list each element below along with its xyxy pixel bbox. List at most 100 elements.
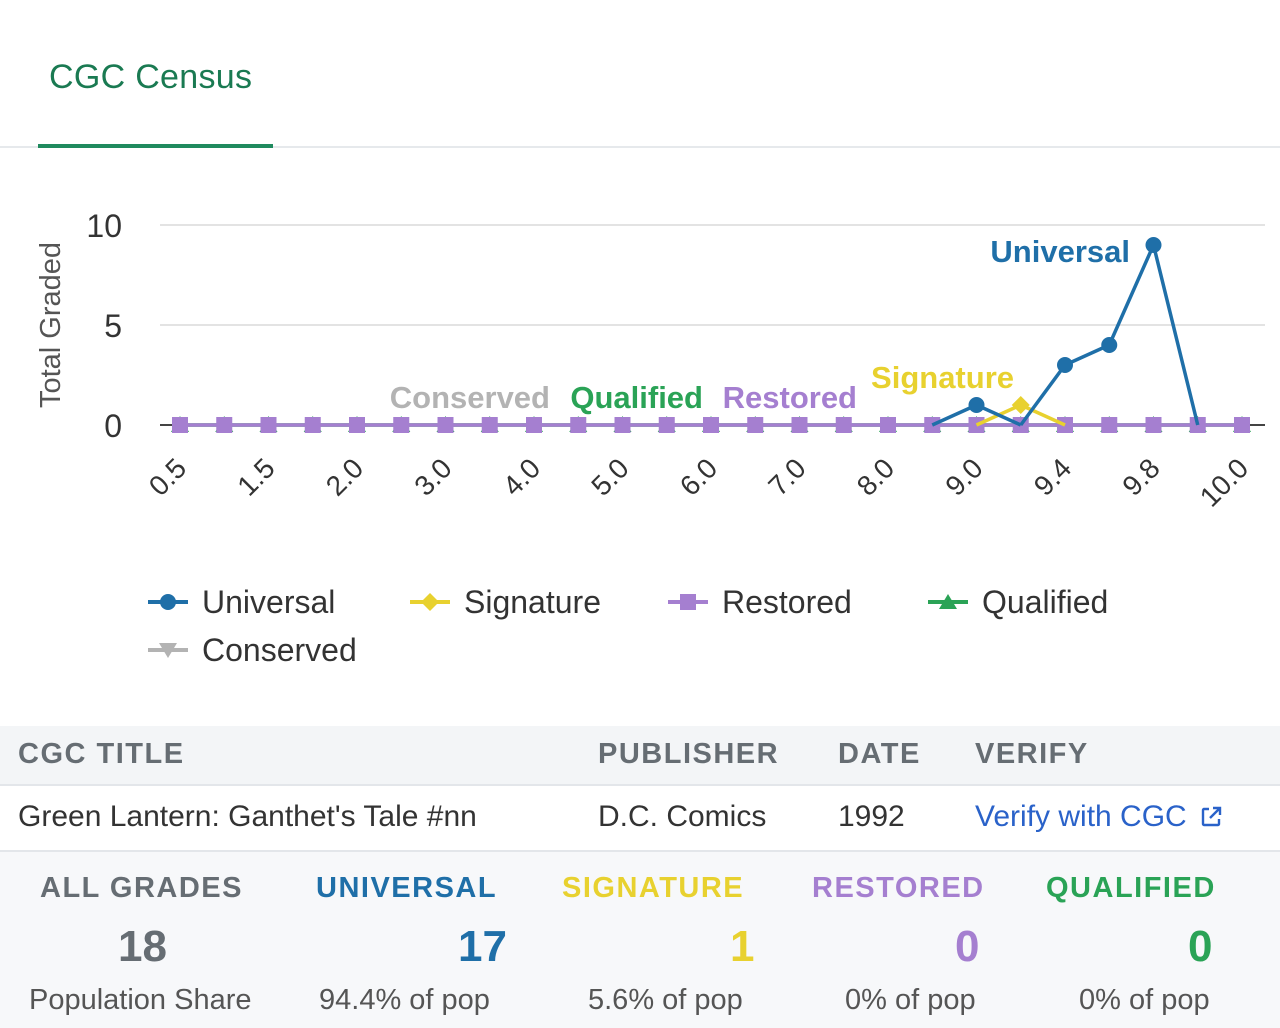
universal-marker-icon — [148, 594, 188, 610]
annotation-label: Conserved — [390, 380, 550, 415]
x-tick-label: 9.8 — [1116, 452, 1165, 501]
x-tick-label: 5.0 — [585, 452, 634, 501]
data-point — [349, 417, 365, 433]
data-point — [260, 417, 277, 433]
data-point — [614, 417, 631, 433]
y-tick-label: 0 — [104, 408, 122, 444]
x-tick-label: 8.0 — [851, 452, 900, 501]
stat-signature: SIGNATURE 1 5.6% of pop — [550, 852, 800, 1028]
legend-item-restored[interactable]: Restored — [668, 582, 852, 622]
data-point — [393, 417, 410, 433]
data-point — [1101, 337, 1118, 353]
data-point — [1234, 417, 1250, 433]
data-point — [1145, 417, 1162, 433]
data-point — [658, 417, 675, 433]
stat-value: 0 — [955, 922, 980, 971]
stat-value: 1 — [730, 922, 755, 971]
x-tick-label: 2.0 — [320, 452, 369, 501]
y-axis-ticks: 0 5 10 — [86, 208, 122, 444]
header-cgc-title: CGC TITLE — [18, 738, 185, 770]
stat-label: ALL GRADES — [40, 872, 243, 904]
data-point — [172, 417, 188, 433]
verify-link-label: Verify with CGC — [975, 800, 1187, 833]
data-point — [1145, 237, 1162, 253]
annotation-label: Signature — [871, 360, 1014, 395]
x-axis-ticks: 0.5 1.5 2.0 3.0 4.0 5.0 6.0 7.0 8.0 9.0 9.4 9.8 10.0 — [143, 452, 1254, 512]
y-tick-label: 10 — [86, 208, 122, 244]
header-verify: VERIFY — [975, 738, 1089, 770]
legend-item-qualified[interactable]: Qualified — [928, 582, 1108, 622]
x-tick-label: 10.0 — [1194, 452, 1254, 512]
table-row: Green Lantern: Ganthet's Tale #nn D.C. C… — [0, 786, 1280, 852]
census-chart: 0 5 10 Total Graded 0.5 1.5 2.0 3.0 4.0 5.0 6.0 7… — [35, 208, 1265, 513]
x-tick-label: 0.5 — [143, 452, 192, 501]
legend-label: Universal — [202, 583, 336, 620]
series-annotations: Universal Signature Restored Qualified Conse… — [387, 232, 1132, 418]
cell-title: Green Lantern: Ganthet's Tale #nn — [18, 800, 477, 833]
stat-value: 0 — [1188, 922, 1213, 971]
data-point — [835, 417, 852, 433]
data-point — [304, 417, 321, 433]
stat-label: UNIVERSAL — [316, 872, 498, 904]
grade-stats: ALL GRADES 18 Population Share UNIVERSAL… — [0, 852, 1280, 1028]
data-point — [1057, 357, 1073, 373]
cell-date: 1992 — [838, 800, 905, 833]
cell-publisher: D.C. Comics — [598, 800, 767, 833]
series-restored — [172, 417, 1250, 433]
stat-qualified: QUALIFIED 0 0% of pop — [1030, 852, 1280, 1028]
tab-label: CGC Census — [49, 58, 253, 96]
stat-label: RESTORED — [812, 872, 985, 904]
stat-universal: UNIVERSAL 17 94.4% of pop — [300, 852, 550, 1028]
x-tick-label: 7.0 — [762, 452, 811, 501]
tab-bar: CGC Census — [0, 0, 1280, 148]
legend-label: Conserved — [202, 631, 357, 668]
x-tick-label: 9.4 — [1028, 452, 1077, 501]
data-point — [703, 417, 719, 433]
annotation-label: Qualified — [570, 380, 703, 415]
legend-label: Qualified — [982, 583, 1109, 620]
data-point — [216, 417, 233, 433]
series-universal — [931, 237, 1200, 427]
x-tick-label: 6.0 — [674, 452, 723, 501]
legend-item-conserved[interactable]: Conserved — [148, 630, 357, 670]
stat-value: 18 — [118, 922, 167, 971]
stat-value: 17 — [458, 922, 507, 971]
conserved-marker-icon — [148, 643, 188, 658]
data-point — [437, 417, 454, 433]
qualified-marker-icon — [928, 594, 968, 609]
stat-all-grades: ALL GRADES 18 Population Share — [15, 852, 265, 1028]
header-date: DATE — [838, 738, 921, 770]
data-point — [1101, 417, 1118, 433]
table-header-row: CGC TITLE PUBLISHER DATE VERIFY — [0, 726, 1280, 786]
data-point — [481, 417, 498, 433]
signature-marker-icon — [410, 593, 450, 611]
chart-legend: Universal Signature Restored Qualified C… — [148, 582, 1248, 678]
legend-label: Signature — [464, 583, 601, 620]
external-link-icon — [1201, 806, 1221, 827]
legend-item-signature[interactable]: Signature — [410, 582, 601, 622]
stat-sub: 94.4% of pop — [319, 984, 490, 1016]
legend-label: Restored — [722, 583, 852, 620]
data-point — [1011, 396, 1030, 414]
data-point — [570, 417, 587, 433]
x-tick-label: 3.0 — [408, 452, 457, 501]
annotation-label: Universal — [990, 234, 1130, 269]
y-tick-label: 5 — [104, 308, 122, 344]
verify-with-cgc-link[interactable]: Verify with CGC — [975, 800, 1223, 834]
annotation-label: Restored — [723, 380, 857, 415]
stat-label: QUALIFIED — [1046, 872, 1216, 904]
data-point — [747, 417, 764, 433]
stat-sub: Population Share — [29, 984, 252, 1016]
data-point — [526, 417, 542, 433]
data-point — [968, 397, 985, 413]
x-tick-label: 4.0 — [497, 452, 546, 501]
tab-cgc-census[interactable]: CGC Census — [38, 0, 273, 148]
census-table: CGC TITLE PUBLISHER DATE VERIFY Green La… — [0, 726, 1280, 1028]
legend-item-universal[interactable]: Universal — [148, 582, 335, 622]
x-tick-label: 1.5 — [231, 452, 280, 501]
restored-marker-icon — [668, 594, 708, 610]
stat-sub: 0% of pop — [1079, 984, 1210, 1016]
data-point — [880, 417, 896, 433]
y-axis-label: Total Graded — [35, 242, 67, 408]
header-publisher: PUBLISHER — [598, 738, 780, 770]
